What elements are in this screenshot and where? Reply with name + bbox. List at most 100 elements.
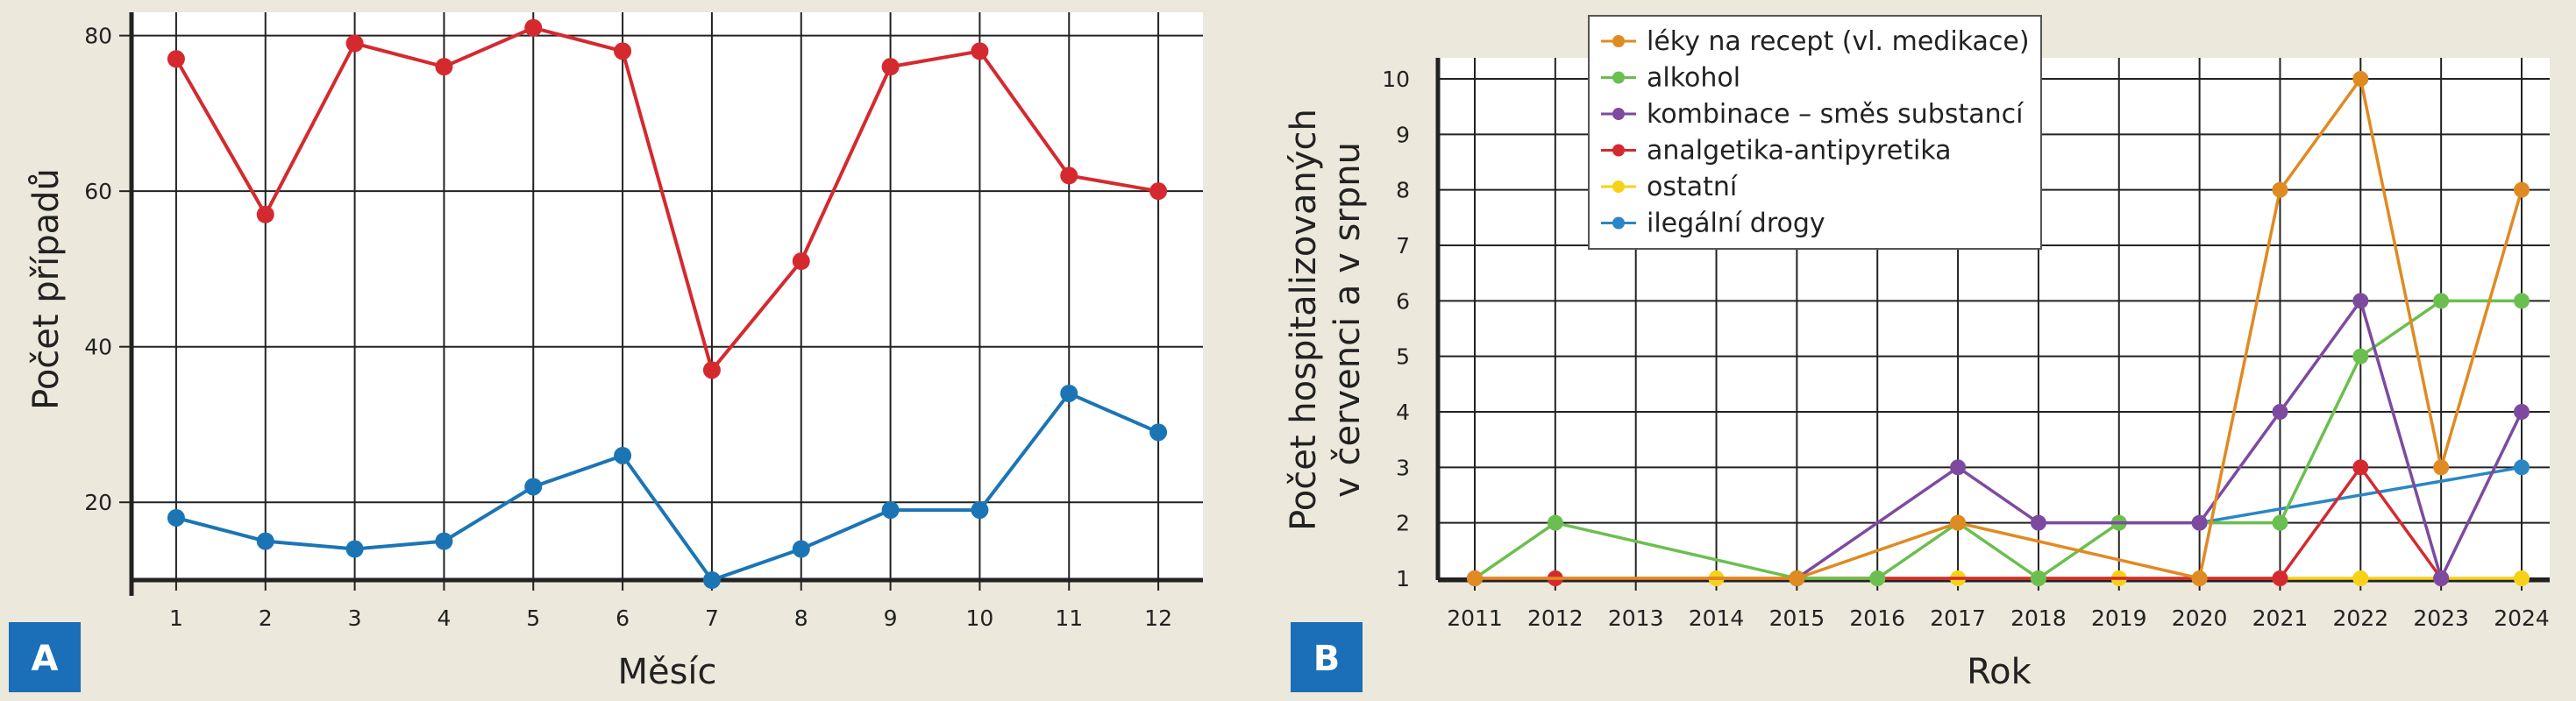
chart-a-x-tick-label: 3 <box>348 605 362 631</box>
panel-b-badge: B <box>1291 622 1363 692</box>
chart-a-data-point <box>345 540 364 558</box>
chart-a-x-axis-title: Měsíc <box>617 652 716 692</box>
chart-b-y-tick-label: 5 <box>1396 344 1410 370</box>
chart-b-y-tick-label: 7 <box>1396 233 1410 258</box>
chart-b-x-tick-label: 2012 <box>1527 605 1583 631</box>
chart-b-y-axis-title-line-1: Počet hospitalizovaných <box>1284 109 1324 531</box>
legend-label: kombinace – směs substancí <box>1647 99 2025 130</box>
chart-b-x-tick-label: 2015 <box>1769 605 1825 631</box>
chart-a-data-point <box>167 50 185 68</box>
chart-a-x-tick-label: 12 <box>1144 605 1172 631</box>
chart-b-data-point <box>1547 514 1563 531</box>
chart-b-series-line <box>2199 465 2523 525</box>
chart-a-y-tick-label: 40 <box>84 335 112 360</box>
chart-b-data-point <box>2191 514 2208 531</box>
chart-b-data-point <box>2514 404 2530 420</box>
chart-a-x-ticks: 1 2 3 4 5 6 7 8 9 10 11 12 <box>169 605 1172 631</box>
chart-b-y-tick-label: 10 <box>1382 67 1410 92</box>
chart-a-series <box>167 18 1168 589</box>
chart-a-data-point <box>881 58 900 76</box>
chart-b-data-point <box>2514 459 2530 476</box>
chart-a-x-tick-label: 7 <box>705 605 719 631</box>
chart-b-data-point <box>2352 348 2369 365</box>
chart-a-data-point <box>256 205 274 223</box>
chart-b-y-tick-label: 2 <box>1396 511 1410 536</box>
chart-b-x-tick-label: 2023 <box>2413 605 2469 631</box>
chart-b-data-point <box>1789 570 1805 586</box>
chart-b-data-point <box>2272 570 2288 586</box>
chart-a-data-point <box>256 532 274 550</box>
chart-b-data-point <box>1467 570 1483 586</box>
chart-a-series-line <box>174 25 1159 374</box>
chart-b-series-6 <box>1467 71 2530 586</box>
legend-swatch-marker <box>1612 35 1625 47</box>
legend-item: kombinace – směs substancí <box>1601 99 2025 130</box>
chart-b-data-point <box>2352 459 2369 476</box>
chart-b-x-ticks: 2011 2012 2013 2014 2015 2016 2017 2018 2019 2020… <box>1447 605 2550 631</box>
chart-b-data-point <box>2272 181 2288 198</box>
chart-b-data-point <box>2272 404 2288 420</box>
chart-b-data-point <box>2352 570 2369 586</box>
legend-swatch-marker <box>1612 181 1625 193</box>
chart-b-data-point <box>2352 293 2369 309</box>
chart-b-data-point <box>2191 570 2208 586</box>
chart-a-series-1 <box>167 18 1168 379</box>
legend-item: analgetika-antipyretika <box>1601 136 1952 166</box>
chart-b-x-tick-label: 2013 <box>1608 605 1664 631</box>
chart-b-data-point <box>2433 293 2450 309</box>
chart-b-data-point <box>2514 293 2530 309</box>
legend-label: ilegální drogy <box>1647 209 1825 239</box>
chart-a-data-point <box>167 508 185 527</box>
chart-b-y-axis-title-line-2: v červenci a v srpnu <box>1327 142 1368 498</box>
chart-b-series-line <box>1475 74 2523 581</box>
legend-swatch-marker <box>1612 108 1625 120</box>
chart-a-data-point <box>702 361 721 379</box>
chart-a-x-tick-label: 10 <box>966 605 994 631</box>
chart-b-x-tick-label: 2018 <box>2010 605 2067 631</box>
chart-a-x-tick-label: 11 <box>1055 605 1083 631</box>
chart-a-data-point <box>1149 423 1168 442</box>
chart-b-legend: léky na recept (vl. medikace) alkohol komb… <box>1588 15 2042 250</box>
chart-a-y-tick-label: 20 <box>84 490 112 515</box>
chart-a-series-2 <box>167 384 1168 589</box>
chart-b-data-point <box>2030 570 2046 586</box>
chart-a-y-ticks: 20 40 60 80 <box>84 24 112 516</box>
chart-b-data-point <box>1950 459 1967 476</box>
chart-a-x-tick-label: 4 <box>437 605 451 631</box>
chart-a-gridlines <box>132 12 1203 580</box>
chart-a-x-tick-label: 8 <box>794 605 808 631</box>
chart-a-data-point <box>971 42 989 60</box>
chart-b-x-tick-label: 2019 <box>2091 605 2147 631</box>
chart-b-y-tick-label: 3 <box>1396 455 1410 480</box>
chart-b-data-point <box>2030 514 2046 531</box>
chart-b-x-tick-label: 2024 <box>2494 605 2550 631</box>
chart-b: 2011 2012 2013 2014 2015 2016 2017 2018 2019 2020… <box>1284 15 2550 692</box>
chart-b-x-tick-label: 2022 <box>2332 605 2388 631</box>
chart-a-x-tick-label: 1 <box>169 605 183 631</box>
chart-b-x-axis-title: Rok <box>1967 652 2032 692</box>
chart-b-y-tick-label: 4 <box>1396 400 1410 425</box>
legend-label: analgetika-antipyretika <box>1647 136 1952 166</box>
legend-label: ostatní <box>1647 172 1739 202</box>
chart-a-data-point <box>345 34 364 53</box>
legend-swatch-marker <box>1612 216 1625 230</box>
chart-b-data-point <box>1950 514 1967 531</box>
chart-a-data-point <box>702 571 721 589</box>
chart-b-data-point <box>2514 570 2530 586</box>
chart-b-data-point <box>2514 181 2530 198</box>
chart-a-x-tick-label: 9 <box>884 605 898 631</box>
legend-swatch-marker <box>1612 71 1625 84</box>
chart-b-x-tick-label: 2020 <box>2172 605 2228 631</box>
chart-b-data-point <box>2433 459 2450 476</box>
chart-a-data-point <box>614 42 632 60</box>
chart-b-y-tick-label: 9 <box>1396 122 1410 147</box>
chart-a-y-tick-label: 80 <box>84 24 112 49</box>
chart-b-y-ticks: 1 2 3 4 5 6 7 8 9 10 <box>1382 67 1410 591</box>
chart-a-data-point <box>1060 166 1078 185</box>
legend-label: alkohol <box>1647 63 1740 94</box>
chart-b-y-tick-label: 8 <box>1396 178 1410 203</box>
legend-label: léky na recept (vl. medikace) <box>1647 26 2030 57</box>
chart-a-data-point <box>792 252 810 271</box>
